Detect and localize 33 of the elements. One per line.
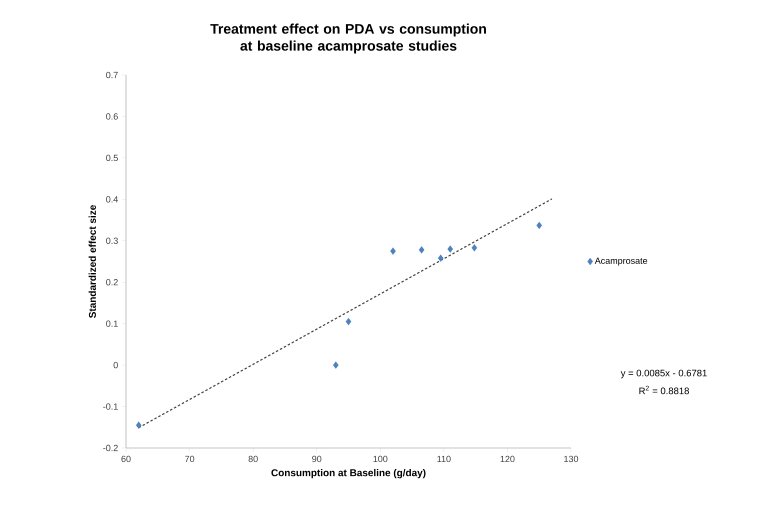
text: R$^{2}$ = 0.8818 — [639, 386, 689, 394]
x-axis-title: Consumption at Baseline (g/day) — [271, 468, 426, 478]
point — [472, 244, 478, 252]
y-tick-label: 0 — [114, 362, 118, 368]
x-tick-label: 120 — [500, 456, 515, 462]
x-tick-label: 100 — [374, 456, 388, 462]
y-tick-label: -0.1 — [103, 403, 118, 410]
point — [332, 361, 339, 369]
x-tick-label: 70 — [185, 456, 194, 462]
x-tick-label: 110 — [437, 456, 451, 462]
y-tick-label: 0.3 — [106, 238, 118, 244]
x-tick-label: 90 — [312, 456, 322, 462]
text: y = 0.0085x - 0.6781 — [620, 370, 707, 378]
y-tick-label: 0.7 — [106, 72, 118, 78]
point — [536, 222, 542, 230]
y-tick-label: 0.1 — [106, 320, 118, 327]
x-tick-label: 80 — [248, 456, 258, 462]
x-tick-label: 130 — [564, 456, 578, 462]
y-tick-label: -0.2 — [103, 444, 118, 452]
y-tick-label: 0.6 — [106, 113, 118, 120]
y-tick-label: 0.2 — [106, 279, 118, 286]
legend-label: Acamprosate — [594, 258, 648, 266]
y-tick-label: 0.5 — [106, 154, 118, 162]
x-tick-label: 60 — [121, 456, 131, 462]
point — [390, 247, 396, 255]
y-tick-label: 0.4 — [106, 196, 118, 203]
point — [418, 246, 424, 254]
chart-title: Treatment effect on PDA vs consumption at baseline acamprosate studies — [210, 24, 486, 54]
y-axis-title: Standardized effect size — [88, 205, 96, 318]
point — [447, 245, 454, 253]
point — [136, 422, 142, 429]
point — [438, 254, 444, 262]
point — [346, 318, 352, 326]
